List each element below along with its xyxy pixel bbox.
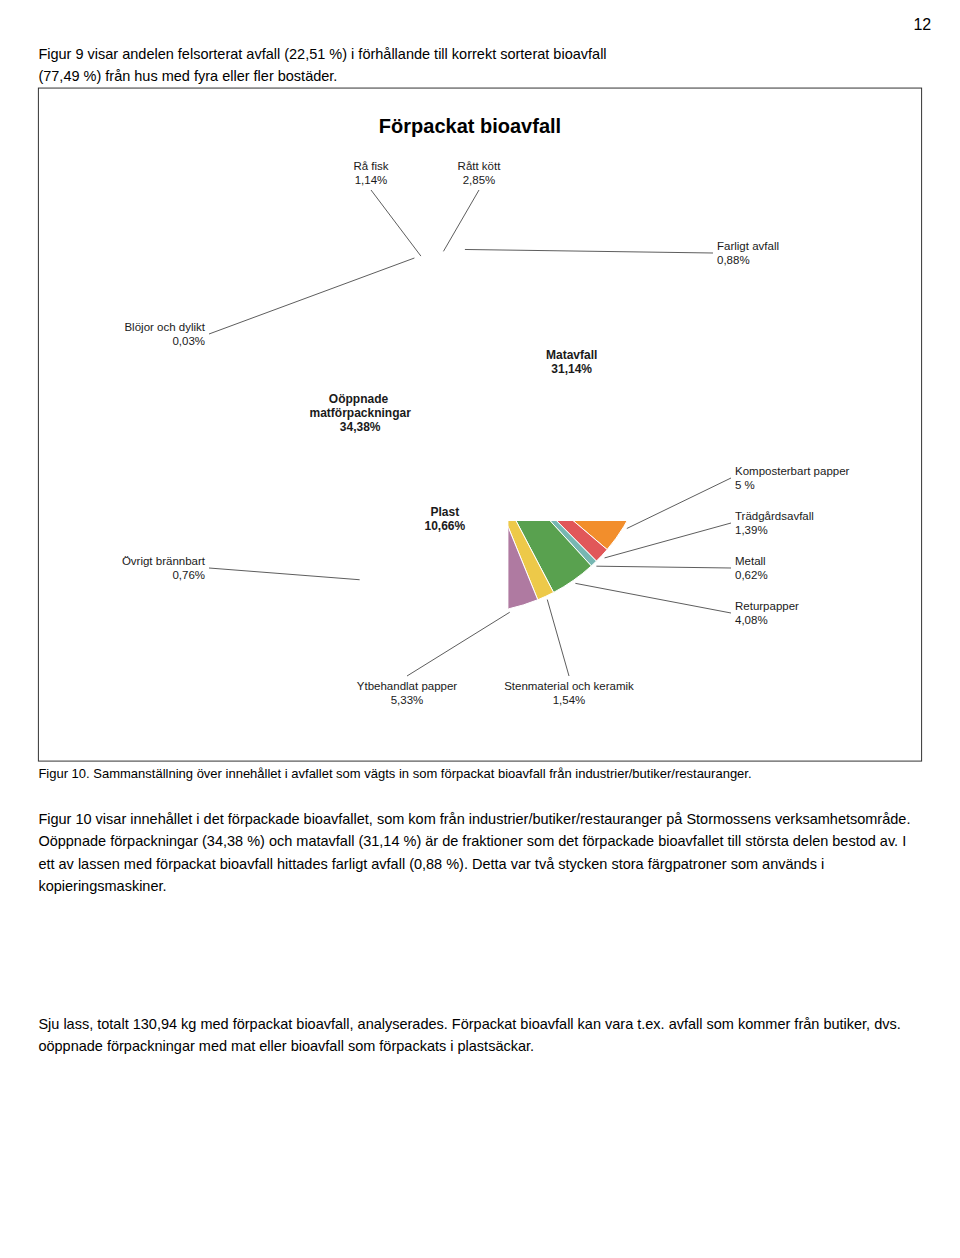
leader-line	[209, 258, 414, 334]
slice-name-line: Stenmaterial och keramik	[504, 680, 634, 692]
slice-name-line: Plast	[431, 505, 460, 519]
body-paragraph: Figur 10 visar innehållet i det förpacka…	[38, 808, 921, 898]
slice-value-label: 1,14%	[355, 174, 388, 186]
slice-label: Övrigt brännbart 0,76%	[122, 555, 206, 581]
slice-name-line: Trädgårdsavfall	[735, 510, 814, 522]
leader-line	[547, 600, 569, 676]
chart-title: Förpackat bioavfall	[379, 115, 561, 137]
slice-label: Returpapper 4,08%	[735, 600, 799, 626]
slice-name: Oöppnade matförpackningar	[310, 392, 412, 420]
chart-svg: Förpackat bioavfall Matavfall31,14% Kompos…	[0, 0, 960, 1258]
slice-label: Metall 0,62%	[735, 555, 768, 581]
slice-name-line: Matavfall	[546, 348, 597, 362]
slice-value-label: 0,62%	[735, 569, 768, 581]
slice-value-label: 0,03%	[172, 335, 205, 347]
slice-name: Övrigt brännbart	[122, 555, 206, 567]
slice-value-label: 0,76%	[172, 569, 205, 581]
slice-value-label: 10,66%	[425, 519, 466, 533]
slice-name: Trädgårdsavfall	[735, 510, 814, 522]
slice-name-line: Metall	[735, 555, 766, 567]
slice-name-line: Oöppnade	[329, 392, 392, 406]
slice-value-label: 1,39%	[735, 524, 768, 536]
leader-line	[209, 568, 360, 580]
slice-name: Metall	[735, 555, 766, 567]
slice-name-line: Returpapper	[735, 600, 799, 612]
slice-label: Stenmaterial och keramik 1,54%	[504, 680, 634, 706]
slice-name-line: Komposterbart papper	[735, 465, 850, 477]
slice-name-line: Rått kött	[458, 160, 502, 172]
chart-frame	[38, 88, 921, 761]
slice-value-label: 2,85%	[463, 174, 496, 186]
slice-label: Matavfall31,14%	[546, 348, 597, 376]
slice-name-line: Rå fisk	[353, 160, 388, 172]
slice-value-label: 34,38%	[340, 420, 381, 434]
slice-label: Oöppnade matförpackningar34,38%	[310, 392, 412, 434]
slice-name: Returpapper	[735, 600, 799, 612]
pie-slice	[508, 521, 537, 613]
slice-label: Rå fisk 1,14%	[353, 160, 388, 186]
slice-label: Rått kött 2,85%	[458, 160, 502, 186]
leader-line	[371, 190, 421, 256]
slice-value-label: 5 %	[735, 479, 755, 491]
slice-label: Farligt avfall 0,88%	[717, 240, 779, 266]
slice-name: Komposterbart papper	[735, 465, 850, 477]
slice-name-line: Ytbehandlat papper	[357, 680, 458, 692]
body-paragraph: Sju lass, totalt 130,94 kg med förpackat…	[38, 1013, 921, 1058]
slice-label: Komposterbart papper 5 %	[735, 465, 850, 491]
slice-name: Farligt avfall	[717, 240, 779, 252]
slice-name: Ytbehandlat papper	[357, 680, 458, 692]
slice-value-label: 0,88%	[717, 254, 750, 266]
leader-line	[596, 566, 731, 568]
slice-value-label: 31,14%	[551, 362, 592, 376]
header-text: Figur 9 visar andelen felsorterat avfall…	[38, 44, 921, 88]
slice-name-line: Blöjor och dylikt	[124, 321, 205, 333]
slice-name-line: Övrigt brännbart	[122, 555, 206, 567]
leader-line	[465, 249, 713, 253]
slice-value-label: 1,54%	[553, 694, 586, 706]
slice-label: Ytbehandlat papper 5,33%	[357, 680, 458, 706]
caption: Figur 10. Sammanställning över innehålle…	[38, 765, 921, 783]
slice-name: Rått kött	[458, 160, 502, 172]
leader-line	[605, 523, 731, 558]
page: 12 Figur 9 visar andelen felsorterat avfa…	[0, 0, 960, 1258]
leader-line	[407, 612, 510, 676]
labels: Matavfall31,14% Komposterbart papper 5 % Tr…	[122, 160, 850, 706]
page-number: 12	[913, 16, 931, 34]
slice-name: Rå fisk	[353, 160, 388, 172]
slice-value-label: 5,33%	[391, 694, 424, 706]
slice-name: Stenmaterial och keramik	[504, 680, 634, 692]
slice-label: Plast10,66%	[425, 505, 466, 533]
slice-name-line: Farligt avfall	[717, 240, 779, 252]
slice-name: Blöjor och dylikt	[124, 321, 205, 333]
slice-label: Trädgårdsavfall 1,39%	[735, 510, 814, 536]
leader-line	[627, 478, 731, 529]
slices	[508, 521, 650, 613]
slice-value-label: 4,08%	[735, 614, 768, 626]
leader-line	[575, 583, 731, 613]
slice-name-line: matförpackningar	[310, 406, 412, 420]
slice-name: Plast	[431, 505, 460, 519]
leader-line	[443, 190, 479, 251]
slice-label: Blöjor och dylikt 0,03%	[124, 321, 205, 347]
slice-name: Matavfall	[546, 348, 597, 362]
